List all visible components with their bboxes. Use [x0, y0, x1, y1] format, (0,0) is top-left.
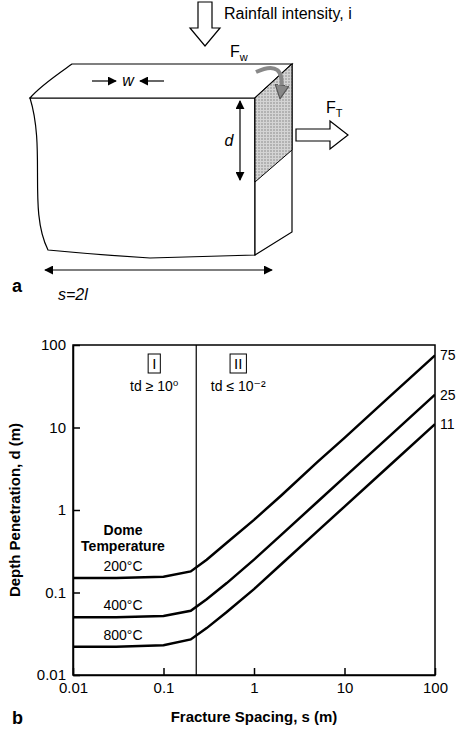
width-arrow — [92, 80, 116, 81]
series-line — [73, 424, 435, 647]
x-axis-tick-mark — [435, 668, 437, 675]
regime-condition: td ≥ 10⁰ — [130, 378, 179, 394]
y-axis-tick: 10 — [49, 419, 80, 436]
x-axis-tick-mark — [254, 668, 256, 675]
y-axis-tick-mark — [73, 345, 80, 347]
regime-box — [148, 354, 160, 373]
panel-b: 0.010.11101000.010.1110100200°C75400°C25… — [6, 336, 456, 728]
y-axis-tick-mark — [73, 675, 80, 677]
y-axis-tick: 1 — [58, 501, 80, 518]
rainfall-label: Rainfall intensity, i — [224, 5, 352, 22]
legend-title-line: Temperature — [81, 538, 165, 554]
y-axis-tick-mark — [73, 592, 80, 594]
width-arrow — [140, 80, 164, 81]
x-axis-tick-label: 1 — [250, 679, 258, 696]
x-axis-tick: 0.1 — [154, 668, 175, 696]
x-axis-tick: 100 — [423, 668, 448, 696]
panel-label: a — [12, 276, 23, 296]
y-axis-tick: 0.01 — [37, 666, 80, 683]
y-axis-tick-label: 10 — [49, 419, 66, 436]
x-axis: 0.010.1110100 — [59, 668, 448, 696]
block-top — [30, 64, 292, 98]
panel-label: b — [12, 708, 23, 728]
regime-label: I — [152, 355, 156, 372]
series-label: 400°C — [103, 597, 142, 613]
y-axis-tick-label: 100 — [41, 336, 66, 353]
block-front — [30, 98, 255, 258]
depth-arrow — [239, 101, 240, 180]
series-line — [73, 395, 435, 618]
figure: Rainfall intensity, iwdFwFTas=2l0.010.11… — [0, 0, 474, 747]
series-end-label: 75 — [440, 347, 456, 363]
water-force-label-main: F — [230, 43, 240, 60]
y-axis-tick-label: 1 — [58, 501, 66, 518]
y-axis-tick-label: 0.1 — [45, 584, 66, 601]
depth-label: d — [225, 132, 235, 149]
y-axis-tick-mark — [73, 510, 80, 512]
spacing-label: s=2l — [58, 286, 88, 303]
regime-condition: td ≤ 10⁻² — [211, 378, 266, 394]
series-end-label: 25 — [440, 387, 456, 403]
x-axis-tick-mark — [344, 668, 346, 675]
y-axis-tick: 0.1 — [45, 584, 80, 601]
y-axis-tick: 100 — [41, 336, 80, 353]
series-label: 800°C — [103, 627, 142, 643]
legend-title: DomeTemperature — [81, 522, 165, 554]
series-end-label: 11 — [440, 416, 455, 432]
y-axis-title: Depth Penetration, d (m) — [6, 423, 23, 597]
x-axis-tick-mark — [163, 668, 165, 675]
thermal-force-arrow — [296, 121, 348, 149]
legend-title-line: Dome — [104, 522, 143, 538]
x-axis-tick: 1 — [250, 668, 258, 696]
series-label: 200°C — [103, 558, 142, 574]
plot-area — [73, 345, 435, 675]
x-axis-title: Fracture Spacing, s (m) — [171, 708, 338, 725]
x-axis-tick-label: 100 — [423, 679, 448, 696]
x-axis-tick: 10 — [337, 668, 354, 696]
x-axis-tick-label: 0.1 — [154, 679, 175, 696]
regime-box — [230, 354, 246, 373]
water-force-label-sub: w — [239, 51, 248, 63]
block-side — [255, 64, 292, 255]
thermal-force-label: FT — [326, 99, 343, 119]
y-axis-tick-label: 0.01 — [37, 666, 66, 683]
thermal-force-label-main: F — [326, 99, 336, 116]
y-axis-tick-mark — [73, 427, 80, 429]
regime-label: II — [234, 355, 242, 372]
series-line — [73, 355, 435, 578]
panel-a: Rainfall intensity, iwdFwFTas=2l — [12, 2, 352, 303]
plot-frame — [73, 345, 435, 675]
block-side-shaded — [255, 64, 292, 182]
x-axis-tick-label: 10 — [337, 679, 354, 696]
thermal-force-label-sub: T — [336, 107, 343, 119]
water-force-arrow — [256, 68, 282, 92]
y-axis: 0.01 0.1 1 10 100 — [37, 336, 80, 683]
chart-texts: 200°C 75 400°C 25 800°C 11 DomeTemperature Itd … — [81, 347, 456, 642]
regime-boundary — [196, 345, 197, 675]
width-label: w — [122, 72, 135, 89]
spacing-arrow — [45, 269, 272, 270]
rainfall-arrow — [190, 2, 220, 46]
water-force-label: Fw — [230, 43, 248, 63]
